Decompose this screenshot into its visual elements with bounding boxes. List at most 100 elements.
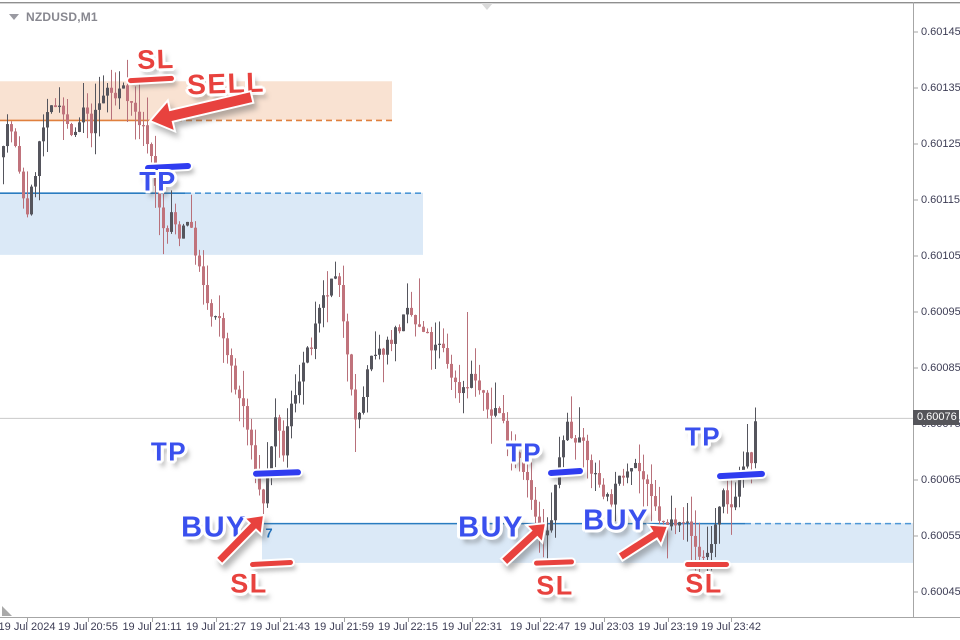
candle <box>706 552 709 558</box>
candle <box>434 344 437 351</box>
candle <box>530 480 533 500</box>
candle <box>334 276 337 279</box>
candle <box>594 473 597 475</box>
candle <box>754 421 757 464</box>
candle <box>310 347 313 349</box>
buy-trade-3-sl-label[interactable]: SL <box>685 568 723 599</box>
candle <box>174 212 177 225</box>
buy-trade-2-buy-label[interactable]: BUY <box>458 511 524 544</box>
candle <box>622 475 625 478</box>
candle <box>482 390 485 393</box>
candle <box>14 131 17 146</box>
sell-trade-tp-label[interactable]: TP <box>139 166 177 197</box>
buy-trade-1-buy-label[interactable]: BUY <box>181 511 247 544</box>
buy-trade-3-buy-label[interactable]: BUY <box>583 504 649 537</box>
candle <box>606 494 609 497</box>
price-axis-label: 0.60135 <box>921 82 960 94</box>
candle <box>382 348 385 355</box>
candle <box>638 462 641 472</box>
candle <box>286 426 289 456</box>
candle <box>242 398 245 407</box>
candle <box>182 225 185 239</box>
candle <box>702 556 705 558</box>
candle <box>62 105 65 115</box>
demand-zone-lower[interactable] <box>262 523 913 563</box>
current-price-badge: 0.60076 <box>913 410 959 425</box>
candle <box>618 475 621 484</box>
buy-trade-2-sl-label[interactable]: SL <box>536 570 574 601</box>
buy-trade-2-tp-label[interactable]: TP <box>505 437 543 468</box>
time-axis-label: 19 Jul 23:19 <box>638 621 698 633</box>
price-axis-label: 0.60105 <box>921 250 960 262</box>
candle <box>198 255 201 267</box>
candle <box>578 437 581 443</box>
candle <box>222 318 225 339</box>
buy-trade-3-sl-line[interactable] <box>685 561 729 567</box>
candle <box>570 421 573 439</box>
candle <box>494 408 497 416</box>
candle <box>270 446 273 469</box>
candle <box>538 516 541 532</box>
candle <box>498 408 501 414</box>
candle <box>202 266 205 286</box>
sell-trade-sell-label[interactable]: SELL <box>186 66 266 101</box>
candle <box>246 406 249 430</box>
candle <box>642 471 645 480</box>
candle <box>458 382 461 394</box>
demand-zone-upper[interactable] <box>0 192 423 255</box>
sell-trade-sl-label[interactable]: SL <box>136 43 176 76</box>
candle <box>462 387 465 394</box>
candle <box>534 499 537 517</box>
candle <box>38 141 41 177</box>
candle <box>250 429 253 446</box>
candle <box>46 112 49 128</box>
candle <box>110 87 113 93</box>
buy-trade-1-sl-label[interactable]: SL <box>230 568 268 599</box>
time-axis-label: 19 Jul 21:43 <box>250 621 310 633</box>
candle <box>206 285 209 304</box>
candle <box>646 479 649 484</box>
candle <box>598 473 601 485</box>
candle <box>562 440 565 458</box>
buy-trade-3-tp-label[interactable]: TP <box>684 421 722 452</box>
candle <box>210 303 213 317</box>
candle <box>474 373 477 381</box>
candle <box>574 438 577 443</box>
candle <box>418 324 421 327</box>
candle <box>42 127 45 142</box>
candle <box>282 430 285 456</box>
candle <box>398 327 401 332</box>
candle <box>586 440 589 461</box>
candle <box>154 156 157 186</box>
candle <box>746 452 749 467</box>
candle <box>226 338 229 356</box>
candle <box>514 445 517 453</box>
time-axis-label: 19 Jul 21:59 <box>314 621 374 633</box>
symbol-dropdown-icon[interactable] <box>9 14 19 20</box>
candle <box>722 490 725 507</box>
candle <box>406 307 409 315</box>
candle <box>78 122 81 132</box>
symbol-timeframe-label: NZDUSD,M1 <box>26 10 98 24</box>
candle <box>662 520 665 523</box>
time-axis-label: 19 Jul 23:03 <box>574 621 634 633</box>
candle <box>98 103 101 110</box>
candle <box>122 85 125 89</box>
candle <box>506 420 509 442</box>
candle <box>118 88 121 99</box>
candle <box>710 544 713 553</box>
buy-trade-1-tp-label[interactable]: TP <box>150 436 188 467</box>
candle <box>566 421 569 441</box>
candle <box>582 437 585 441</box>
candle <box>542 531 545 536</box>
candle <box>30 186 33 215</box>
candle <box>318 307 321 324</box>
candle <box>350 354 353 390</box>
candle <box>674 519 677 526</box>
candle <box>502 413 505 421</box>
candle <box>326 295 329 297</box>
candle <box>526 471 529 481</box>
buy-trade-2-sl-line[interactable] <box>533 558 575 566</box>
candle <box>414 315 417 325</box>
